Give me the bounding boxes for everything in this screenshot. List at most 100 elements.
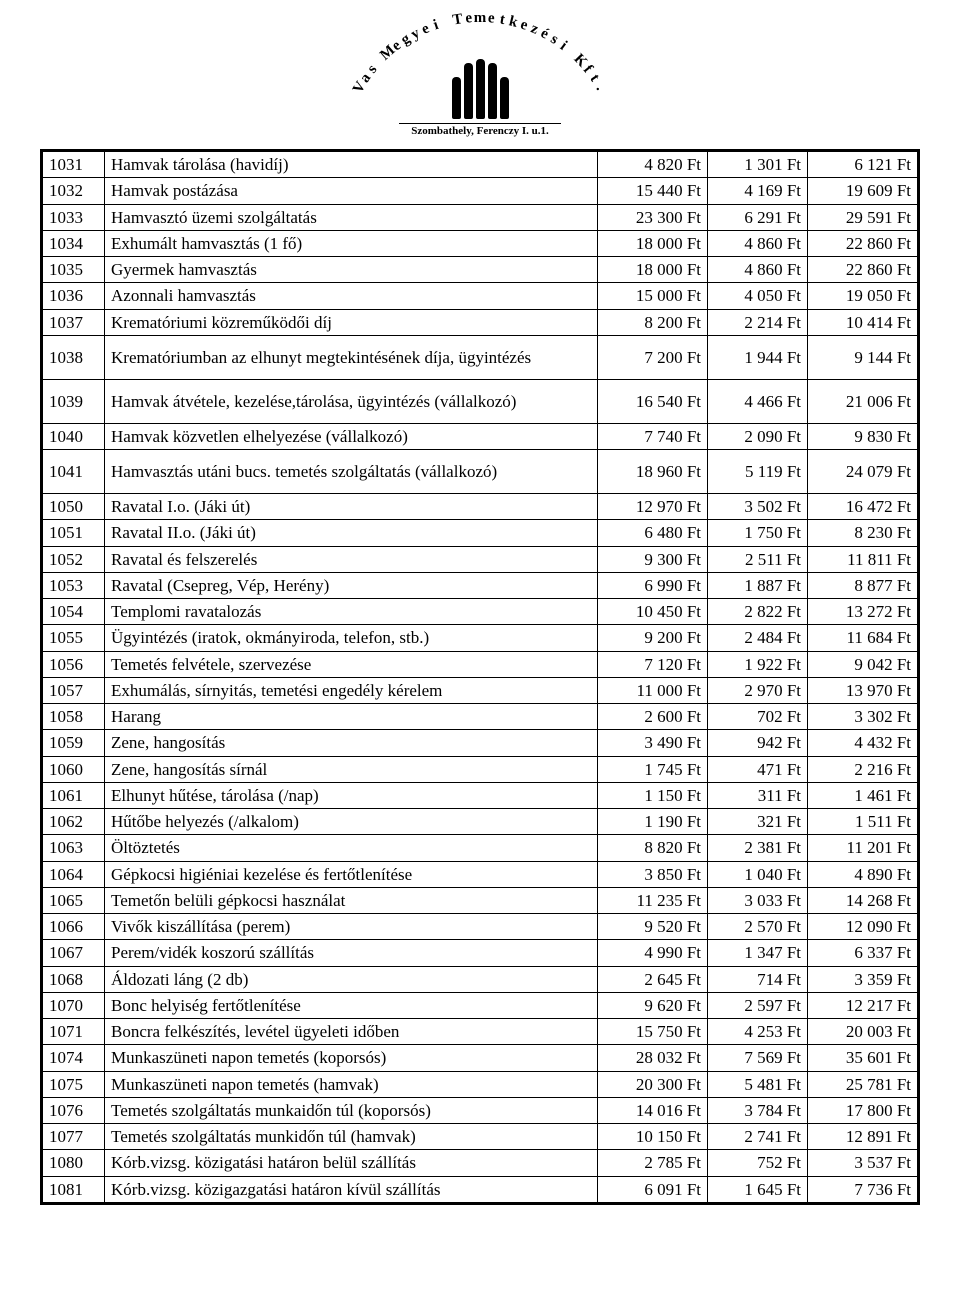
table-row: 1064Gépkocsi higiéniai kezelése és fertő… [43,861,918,887]
cell-desc: Zene, hangosítás sírnál [105,756,598,782]
cell-code: 1059 [43,730,105,756]
cell-amount-3: 3 359 Ft [808,966,918,992]
cell-amount-3: 21 006 Ft [808,379,918,423]
cell-desc: Boncra felkészítés, levétel ügyeleti idő… [105,1019,598,1045]
cell-amount-2: 2 970 Ft [708,677,808,703]
cell-code: 1081 [43,1176,105,1202]
cell-desc: Ügyintézés (iratok, okmányiroda, telefon… [105,625,598,651]
table-row: 1059Zene, hangosítás3 490 Ft942 Ft4 432 … [43,730,918,756]
cell-code: 1065 [43,887,105,913]
cell-code: 1053 [43,572,105,598]
cell-code: 1080 [43,1150,105,1176]
cell-amount-2: 2 484 Ft [708,625,808,651]
table-row: 1075Munkaszüneti napon temetés (hamvak)2… [43,1071,918,1097]
table-row: 1050Ravatal I.o. (Jáki út)12 970 Ft3 502… [43,494,918,520]
cell-code: 1039 [43,379,105,423]
table-row: 1062Hűtőbe helyezés (/alkalom)1 190 Ft32… [43,809,918,835]
cell-amount-2: 2 511 Ft [708,546,808,572]
cell-code: 1075 [43,1071,105,1097]
cell-amount-1: 8 820 Ft [598,835,708,861]
cell-amount-1: 10 450 Ft [598,599,708,625]
cell-amount-2: 1 347 Ft [708,940,808,966]
cell-amount-3: 22 860 Ft [808,230,918,256]
cell-amount-3: 3 537 Ft [808,1150,918,1176]
cell-amount-2: 1 944 Ft [708,335,808,379]
cell-amount-2: 2 597 Ft [708,992,808,1018]
cell-amount-2: 1 922 Ft [708,651,808,677]
cell-amount-1: 16 540 Ft [598,379,708,423]
page: Vas Megyei Temetkezési Kft. Szombathely,… [0,0,960,1235]
cell-amount-1: 3 850 Ft [598,861,708,887]
cell-amount-3: 16 472 Ft [808,494,918,520]
cell-desc: Zene, hangosítás [105,730,598,756]
cell-amount-3: 29 591 Ft [808,204,918,230]
cell-code: 1067 [43,940,105,966]
cell-desc: Kórb.vizsg. közigazgatási határon kívül … [105,1176,598,1202]
cell-amount-1: 23 300 Ft [598,204,708,230]
table-row: 1060Zene, hangosítás sírnál1 745 Ft471 F… [43,756,918,782]
table-row: 1035Gyermek hamvasztás18 000 Ft4 860 Ft2… [43,257,918,283]
table-row: 1066Vivők kiszállítása (perem)9 520 Ft2 … [43,914,918,940]
cell-amount-1: 15 000 Ft [598,283,708,309]
cell-amount-1: 6 091 Ft [598,1176,708,1202]
cell-amount-2: 4 050 Ft [708,283,808,309]
cell-desc: Temetés szolgáltatás munkidőn túl (hamva… [105,1124,598,1150]
cell-amount-1: 2 785 Ft [598,1150,708,1176]
price-table-frame: 1031Hamvak tárolása (havidíj)4 820 Ft1 3… [40,149,920,1205]
cell-amount-2: 6 291 Ft [708,204,808,230]
cell-desc: Temetés szolgáltatás munkaidőn túl (kopo… [105,1097,598,1123]
table-row: 1054Templomi ravatalozás10 450 Ft2 822 F… [43,599,918,625]
cell-amount-1: 14 016 Ft [598,1097,708,1123]
cell-amount-3: 7 736 Ft [808,1176,918,1202]
table-row: 1080Kórb.vizsg. közigatási határon belül… [43,1150,918,1176]
cell-amount-3: 8 230 Ft [808,520,918,546]
cell-amount-2: 3 784 Ft [708,1097,808,1123]
logo: Vas Megyei Temetkezési Kft. Szombathely,… [40,10,920,139]
cell-amount-3: 9 144 Ft [808,335,918,379]
cell-desc: Gyermek hamvasztás [105,257,598,283]
table-row: 1037Krematóriumi közreműködői díj8 200 F… [43,309,918,335]
cell-amount-1: 9 300 Ft [598,546,708,572]
cell-desc: Krematóriumban az elhunyt megtekintéséne… [105,335,598,379]
table-row: 1061Elhunyt hűtése, tárolása (/nap)1 150… [43,782,918,808]
cell-amount-1: 18 000 Ft [598,257,708,283]
cell-desc: Ravatal II.o. (Jáki út) [105,520,598,546]
cell-amount-2: 4 860 Ft [708,257,808,283]
cell-desc: Munkaszüneti napon temetés (hamvak) [105,1071,598,1097]
cell-amount-2: 4 466 Ft [708,379,808,423]
cell-amount-1: 11 000 Ft [598,677,708,703]
cell-code: 1037 [43,309,105,335]
cell-code: 1060 [43,756,105,782]
cell-amount-1: 18 000 Ft [598,230,708,256]
cell-amount-3: 10 414 Ft [808,309,918,335]
cell-desc: Hamvak átvétele, kezelése,tárolása, ügyi… [105,379,598,423]
cell-desc: Ravatal I.o. (Jáki út) [105,494,598,520]
cell-amount-3: 25 781 Ft [808,1071,918,1097]
table-row: 1033Hamvasztó üzemi szolgáltatás23 300 F… [43,204,918,230]
table-row: 1067Perem/vidék koszorú szállítás4 990 F… [43,940,918,966]
cell-code: 1062 [43,809,105,835]
cell-amount-1: 1 190 Ft [598,809,708,835]
cell-code: 1031 [43,152,105,178]
cell-amount-2: 2 570 Ft [708,914,808,940]
cell-amount-3: 13 272 Ft [808,599,918,625]
cell-amount-1: 15 440 Ft [598,178,708,204]
table-row: 1036Azonnali hamvasztás15 000 Ft4 050 Ft… [43,283,918,309]
table-row: 1051Ravatal II.o. (Jáki út)6 480 Ft1 750… [43,520,918,546]
cell-amount-2: 714 Ft [708,966,808,992]
cell-amount-1: 1 745 Ft [598,756,708,782]
cell-desc: Azonnali hamvasztás [105,283,598,309]
table-row: 1056Temetés felvétele, szervezése7 120 F… [43,651,918,677]
cell-desc: Vivők kiszállítása (perem) [105,914,598,940]
cell-desc: Hamvak közvetlen elhelyezése (vállalkozó… [105,423,598,449]
cell-amount-1: 12 970 Ft [598,494,708,520]
table-row: 1055Ügyintézés (iratok, okmányiroda, tel… [43,625,918,651]
table-row: 1040Hamvak közvetlen elhelyezése (vállal… [43,423,918,449]
table-row: 1031Hamvak tárolása (havidíj)4 820 Ft1 3… [43,152,918,178]
cell-amount-1: 20 300 Ft [598,1071,708,1097]
cell-amount-2: 311 Ft [708,782,808,808]
cell-amount-1: 15 750 Ft [598,1019,708,1045]
table-row: 1081Kórb.vizsg. közigazgatási határon kí… [43,1176,918,1202]
cell-amount-3: 24 079 Ft [808,450,918,494]
cell-desc: Hamvak postázása [105,178,598,204]
